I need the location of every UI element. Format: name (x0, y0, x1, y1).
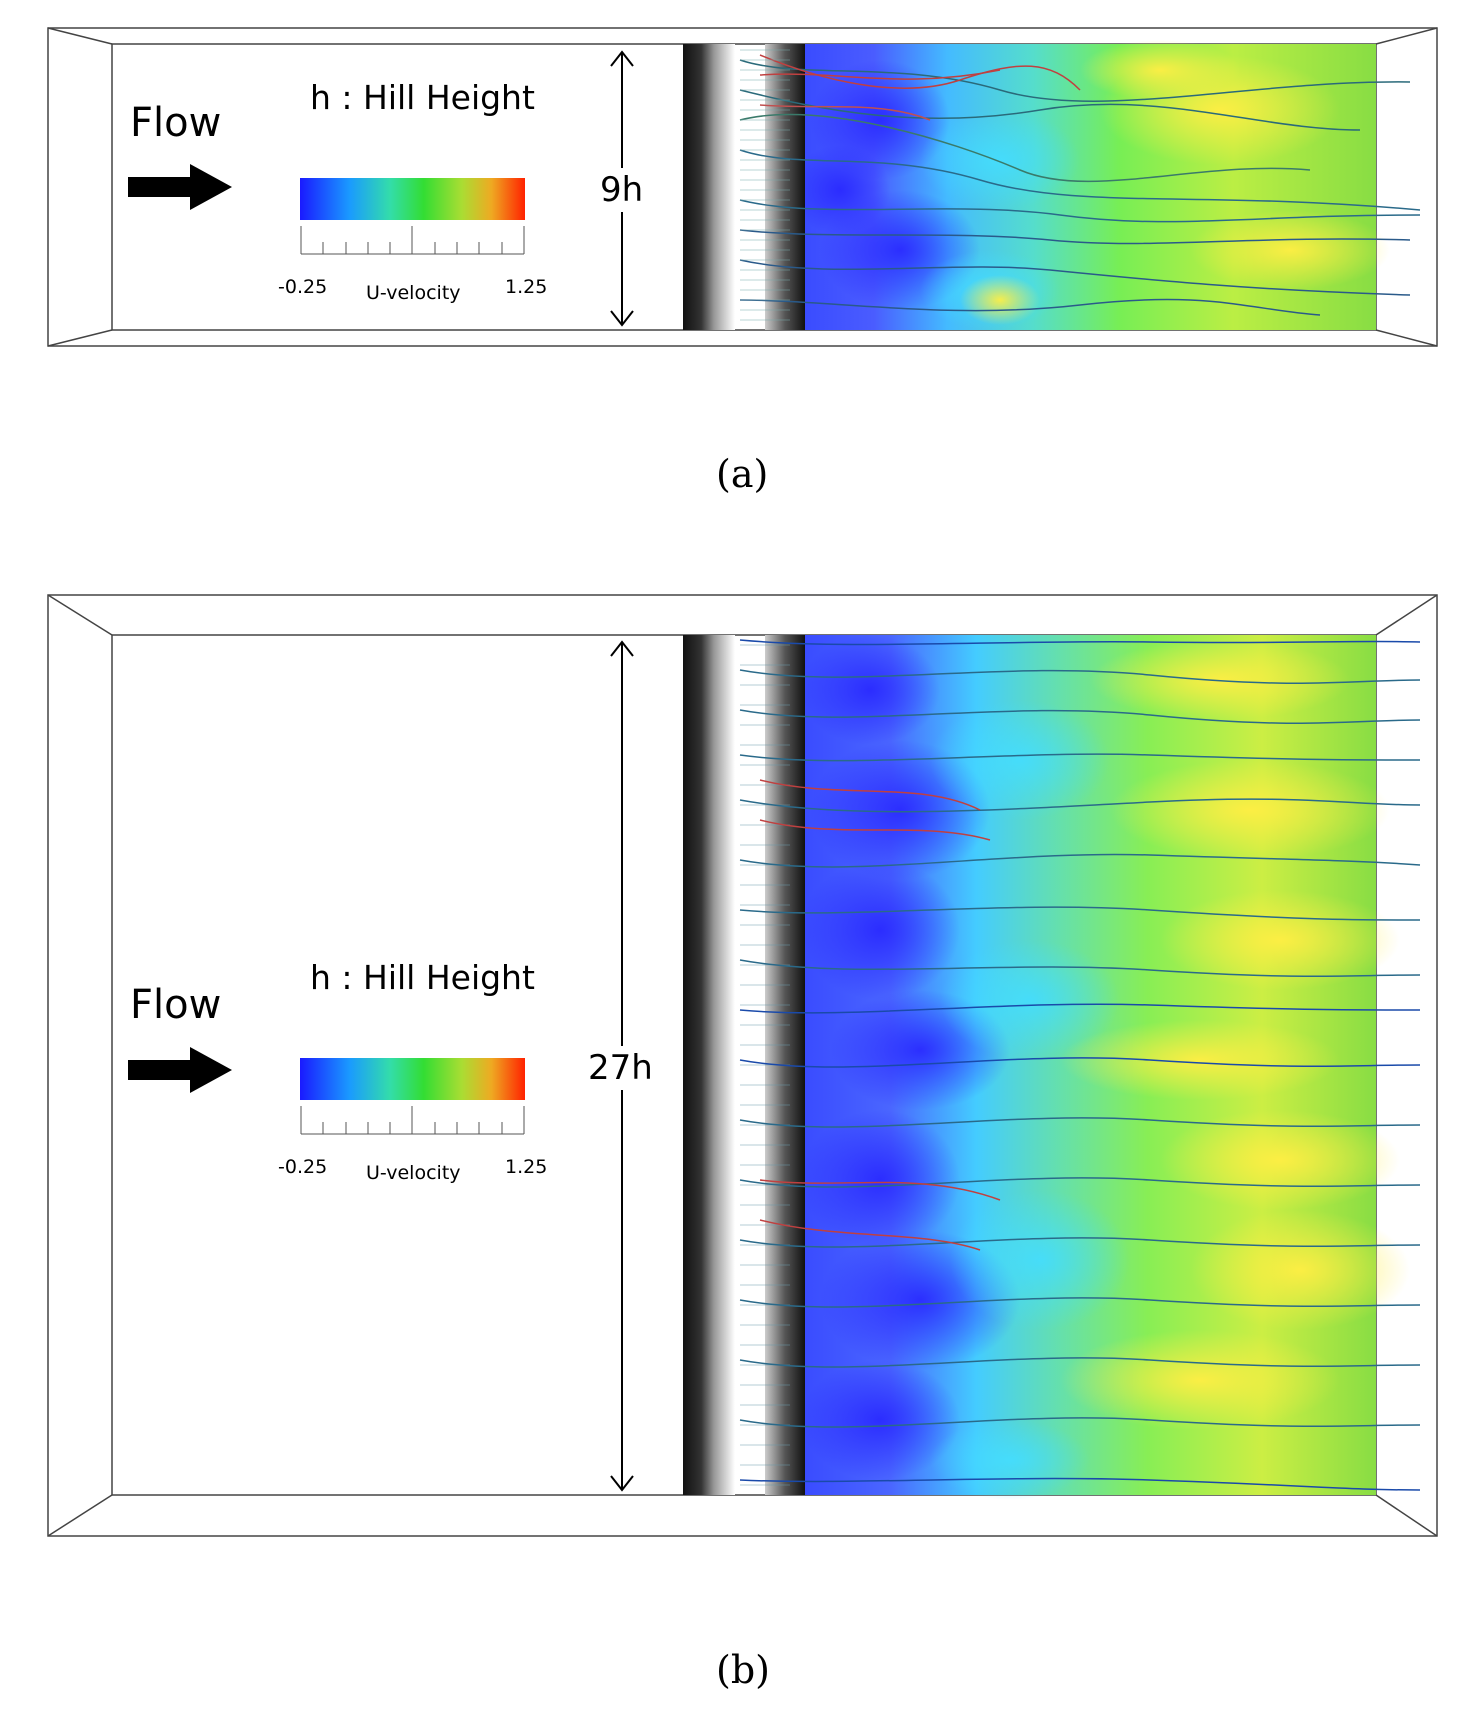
streamline-seeds-a (740, 49, 790, 321)
colorbar-max-label-a: 1.25 (505, 276, 548, 298)
domain-outer-frame (47, 27, 1438, 347)
hill-height-label-b: h : Hill Height (310, 958, 535, 997)
caption-a: (a) (716, 452, 769, 496)
colorbar-title-b: U-velocity (366, 1162, 461, 1184)
width-label-b: 27h (588, 1046, 653, 1090)
hill-height-label-a: h : Hill Height (310, 78, 535, 117)
velocity-field-a (790, 40, 1390, 330)
colorbar-min-label-b: -0.25 (278, 1156, 328, 1178)
colorbar-b (300, 1058, 525, 1135)
width-label-a: 9h (600, 168, 644, 212)
panel-a: Flow h : Hill Height 9h -0.25 U-velocity… (0, 0, 1483, 520)
domain-diagram-b (47, 594, 1438, 1537)
streamlines-a (739, 54, 1421, 316)
domain-outer-frame (47, 594, 1438, 1537)
colorbar-a (300, 178, 525, 255)
colorbar-title-a: U-velocity (366, 282, 461, 304)
flow-arrow-icon (128, 164, 232, 210)
streamlines-b (739, 639, 1421, 1491)
domain-diagram-a (47, 27, 1438, 347)
velocity-field-b (800, 635, 1410, 1500)
hill-a (683, 44, 805, 330)
flow-label-b: Flow (130, 982, 222, 1028)
caption-b: (b) (716, 1648, 770, 1692)
flow-arrow-icon (128, 1047, 232, 1093)
flow-label-a: Flow (130, 100, 222, 146)
colorbar-min-label-a: -0.25 (278, 276, 328, 298)
panel-b: Flow h : Hill Height 27h -0.25 U-velocit… (0, 580, 1483, 1727)
streamline-seeds-b (740, 644, 790, 1486)
colorbar-max-label-b: 1.25 (505, 1156, 548, 1178)
